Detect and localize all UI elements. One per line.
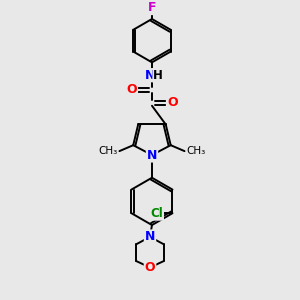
Text: O: O bbox=[126, 83, 136, 97]
Text: O: O bbox=[145, 261, 155, 274]
Text: N: N bbox=[147, 148, 157, 162]
Text: N: N bbox=[145, 69, 155, 82]
Text: F: F bbox=[148, 1, 156, 13]
Text: H: H bbox=[153, 69, 163, 82]
Text: CH₃: CH₃ bbox=[187, 146, 206, 156]
Text: N: N bbox=[145, 230, 155, 243]
Text: CH₃: CH₃ bbox=[98, 146, 118, 156]
Text: O: O bbox=[167, 96, 178, 109]
Text: Cl: Cl bbox=[150, 207, 163, 220]
